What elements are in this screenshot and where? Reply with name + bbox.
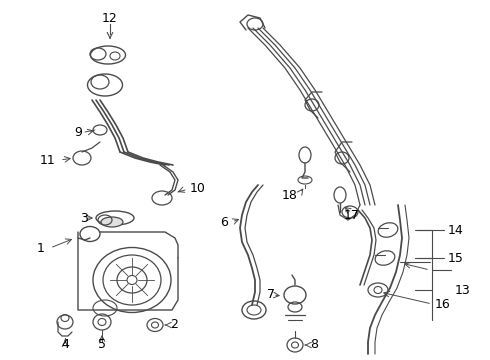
Text: 8: 8 bbox=[310, 338, 318, 351]
Text: 16: 16 bbox=[435, 298, 451, 311]
Text: 14: 14 bbox=[448, 224, 464, 237]
Ellipse shape bbox=[101, 217, 123, 227]
Text: 1: 1 bbox=[37, 242, 45, 255]
Text: 4: 4 bbox=[61, 338, 69, 351]
Text: 9: 9 bbox=[74, 126, 82, 139]
Text: 15: 15 bbox=[448, 252, 464, 265]
Text: 11: 11 bbox=[39, 153, 55, 166]
Text: 5: 5 bbox=[98, 338, 106, 351]
Text: 18: 18 bbox=[282, 189, 298, 202]
Text: 17: 17 bbox=[344, 208, 360, 221]
Text: 12: 12 bbox=[102, 12, 118, 24]
Text: 7: 7 bbox=[267, 288, 275, 302]
Text: 2: 2 bbox=[170, 319, 178, 332]
Text: 10: 10 bbox=[190, 181, 206, 194]
Text: 3: 3 bbox=[80, 212, 88, 225]
Text: 6: 6 bbox=[220, 216, 228, 229]
Text: 13: 13 bbox=[455, 284, 471, 297]
